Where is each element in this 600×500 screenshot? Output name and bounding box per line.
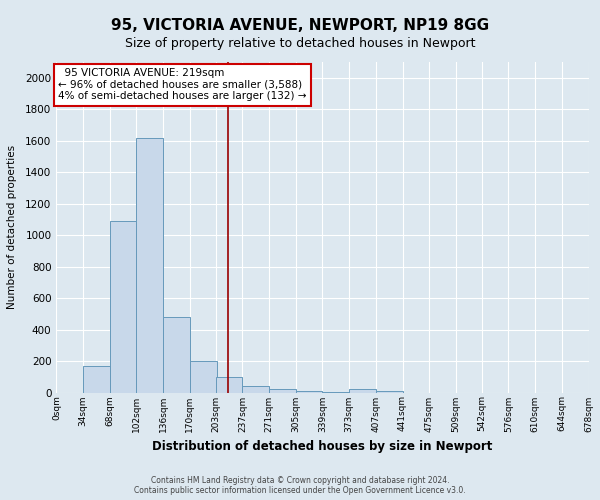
Text: Size of property relative to detached houses in Newport: Size of property relative to detached ho…: [125, 38, 475, 51]
Bar: [136, 138, 163, 392]
Bar: [216, 377, 242, 392]
Bar: [349, 390, 376, 392]
Bar: [376, 391, 403, 392]
Bar: [296, 391, 322, 392]
Text: 95, VICTORIA AVENUE, NEWPORT, NP19 8GG: 95, VICTORIA AVENUE, NEWPORT, NP19 8GG: [111, 18, 489, 32]
Bar: [269, 390, 296, 392]
Bar: [163, 317, 190, 392]
Text: 95 VICTORIA AVENUE: 219sqm  
← 96% of detached houses are smaller (3,588)
4% of : 95 VICTORIA AVENUE: 219sqm ← 96% of deta…: [58, 68, 307, 102]
Text: Contains HM Land Registry data © Crown copyright and database right 2024.
Contai: Contains HM Land Registry data © Crown c…: [134, 476, 466, 495]
Bar: [242, 386, 269, 392]
X-axis label: Distribution of detached houses by size in Newport: Distribution of detached houses by size …: [152, 440, 493, 453]
Bar: [83, 366, 110, 392]
Y-axis label: Number of detached properties: Number of detached properties: [7, 145, 17, 310]
Bar: [110, 221, 136, 392]
Bar: [190, 361, 217, 392]
